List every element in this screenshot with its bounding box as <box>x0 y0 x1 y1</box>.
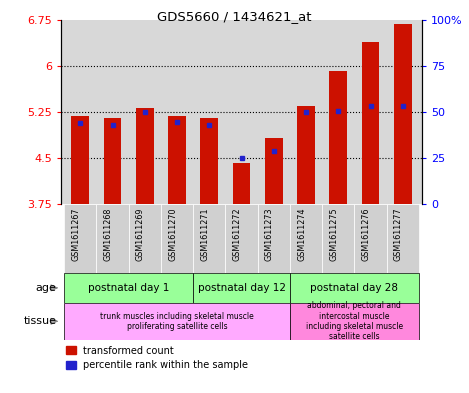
Bar <box>394 24 412 204</box>
Text: GSM1611274: GSM1611274 <box>297 208 306 261</box>
Text: GSM1611270: GSM1611270 <box>168 208 177 261</box>
Bar <box>265 138 283 204</box>
Text: GSM1611272: GSM1611272 <box>233 208 242 261</box>
Bar <box>322 204 355 273</box>
Bar <box>355 204 386 273</box>
Bar <box>290 273 419 303</box>
Bar <box>329 71 347 204</box>
Text: GSM1611271: GSM1611271 <box>200 208 209 261</box>
Bar <box>64 273 193 303</box>
Bar <box>136 108 154 204</box>
Bar <box>290 303 419 340</box>
Bar <box>362 42 379 204</box>
Bar <box>193 273 290 303</box>
Text: GSM1611267: GSM1611267 <box>71 208 80 261</box>
Bar <box>200 118 218 204</box>
Text: GDS5660 / 1434621_at: GDS5660 / 1434621_at <box>157 10 312 23</box>
Text: postnatal day 28: postnatal day 28 <box>310 283 398 293</box>
Text: GSM1611277: GSM1611277 <box>394 208 403 261</box>
Bar <box>233 163 250 204</box>
Bar <box>64 303 290 340</box>
Text: abdominal, pectoral and
intercostal muscle
including skeletal muscle
satellite c: abdominal, pectoral and intercostal musc… <box>306 301 403 342</box>
Text: GSM1611269: GSM1611269 <box>136 208 145 261</box>
Bar <box>161 204 193 273</box>
Text: age: age <box>35 283 56 293</box>
Text: tissue: tissue <box>23 316 56 326</box>
Bar <box>290 204 322 273</box>
Text: postnatal day 1: postnatal day 1 <box>88 283 169 293</box>
Bar <box>257 204 290 273</box>
Bar <box>64 204 97 273</box>
Text: postnatal day 12: postnatal day 12 <box>197 283 286 293</box>
Text: GSM1611275: GSM1611275 <box>329 208 338 261</box>
Bar <box>168 116 186 204</box>
Legend: transformed count, percentile rank within the sample: transformed count, percentile rank withi… <box>66 345 248 371</box>
Text: GSM1611273: GSM1611273 <box>265 208 274 261</box>
Text: trunk muscles including skeletal muscle
proliferating satellite cells: trunk muscles including skeletal muscle … <box>100 312 254 331</box>
Text: GSM1611276: GSM1611276 <box>362 208 371 261</box>
Bar <box>226 204 257 273</box>
Bar <box>386 204 419 273</box>
Bar <box>97 204 129 273</box>
Text: GSM1611268: GSM1611268 <box>104 208 113 261</box>
Bar <box>297 106 315 204</box>
Bar <box>193 204 226 273</box>
Bar <box>104 118 121 204</box>
Bar <box>71 116 89 204</box>
Bar <box>129 204 161 273</box>
